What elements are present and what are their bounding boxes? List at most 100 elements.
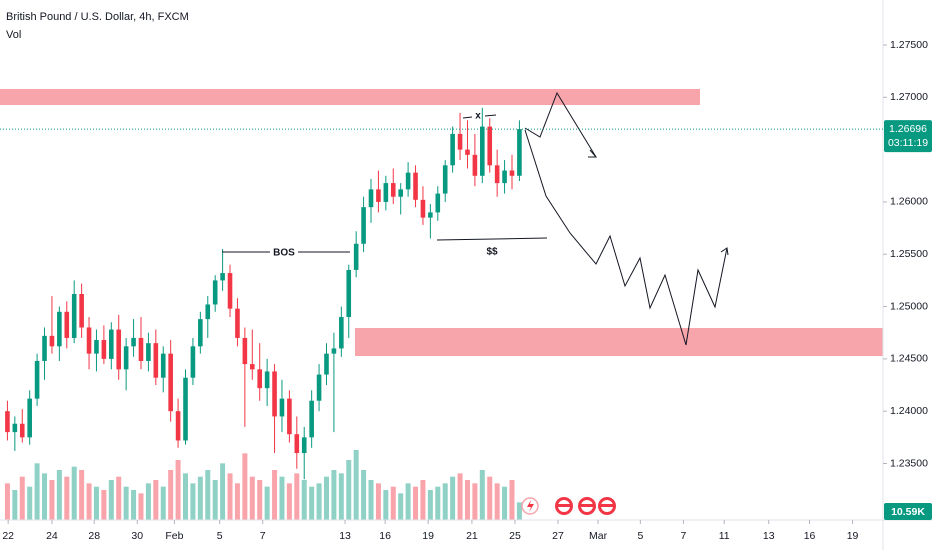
candle-body [257, 369, 263, 389]
candle-body [420, 199, 426, 218]
volume-bar [86, 483, 92, 520]
volume-bar [12, 490, 18, 520]
candle-body [79, 294, 84, 328]
x-line [462, 116, 473, 119]
candle-body [331, 348, 337, 354]
volume-bar [353, 450, 359, 520]
candle-body [138, 337, 144, 361]
candle-body [435, 193, 441, 213]
countdown-label: 03:11:19 [888, 137, 928, 149]
volume-bar [331, 470, 337, 520]
candle-body [146, 343, 151, 361]
volume-bar [346, 460, 352, 520]
x-tick-label: 13 [763, 530, 775, 542]
x-label: x [475, 111, 481, 122]
volume-bar [472, 483, 478, 520]
volume-bar [101, 490, 107, 520]
volume-bar [42, 473, 48, 520]
y-tick-label: 1.27000 [890, 91, 928, 103]
volume-bar [294, 473, 300, 520]
candle-body [34, 360, 40, 399]
candle-body [487, 126, 493, 166]
last-price-tag [884, 120, 932, 153]
volume-pane [4, 450, 522, 520]
volume-bar [516, 502, 522, 520]
volume-bar [220, 463, 226, 520]
candle-body [86, 327, 92, 354]
candle-body [457, 133, 463, 150]
event-icon [581, 504, 593, 507]
candle-body [361, 207, 366, 244]
volume-bar [309, 486, 315, 520]
volume-tag [884, 503, 932, 520]
candle-body [368, 189, 374, 208]
candle-body [279, 398, 285, 417]
support-zone [355, 328, 883, 356]
volume-bar [249, 476, 255, 520]
volume-bar [323, 476, 329, 520]
volume-bar [183, 473, 189, 520]
candle-body [101, 340, 107, 359]
candle-body [94, 340, 99, 354]
volume-bar [420, 480, 426, 520]
candle-body [109, 329, 114, 359]
axes: 1.27500 1.27000 1.26000 1.25500 1.25000 1.245… [0, 39, 932, 542]
volume-bar [49, 480, 55, 520]
candle-body [509, 170, 515, 176]
x-tick-label: 5 [637, 530, 643, 542]
candles [5, 107, 522, 480]
volume-bar [34, 463, 40, 520]
volume-bar [502, 486, 508, 520]
volume-bar [442, 483, 448, 520]
candle-body [116, 329, 122, 370]
candle-body [376, 189, 381, 202]
x-tick-label: 25 [509, 530, 521, 542]
annotations: BOS $$ x [222, 91, 729, 346]
candle-body [160, 353, 166, 378]
volume-bar [56, 470, 62, 520]
volume-bar [457, 473, 463, 520]
volume-bar [197, 476, 203, 520]
candle-body [324, 353, 329, 375]
volume-bar [264, 486, 270, 520]
x-tick-label: 24 [46, 530, 58, 542]
x-tick-label: 19 [847, 530, 859, 542]
volume-bar [168, 470, 174, 520]
zones [0, 89, 883, 356]
volume-bar [71, 466, 77, 520]
candle-body [57, 311, 62, 347]
x-tick-label: 16 [379, 530, 391, 542]
candle-body [309, 400, 314, 438]
candle-body [198, 319, 203, 347]
volume-bar [301, 480, 307, 520]
candle-body [153, 343, 159, 378]
event-icon [527, 500, 534, 512]
candle-body [294, 434, 300, 454]
volume-bar [145, 483, 151, 520]
event-flag [578, 497, 596, 515]
candle-body [450, 133, 455, 166]
x-tick-label: Mar [589, 530, 608, 542]
volume-bar [153, 480, 159, 520]
candle-body [287, 398, 292, 435]
volume-bar [390, 486, 396, 520]
candle-body [71, 294, 77, 338]
y-tick-label: 1.25000 [890, 300, 928, 312]
y-tick-label: 1.27500 [890, 39, 928, 51]
candle-body [316, 374, 322, 401]
volume-bar [108, 480, 114, 520]
candle-body [131, 337, 136, 347]
candle-body [405, 172, 411, 190]
candle-body [472, 154, 478, 176]
chart-title: British Pound / U.S. Dollar, 4h, FXCM [6, 11, 189, 23]
candle-body [212, 280, 218, 305]
events [521, 497, 616, 515]
volume-bar [190, 483, 196, 520]
x-tick-label: 7 [260, 530, 266, 542]
candle-body [272, 371, 277, 417]
volume-bar [93, 486, 99, 520]
candle-body [64, 311, 70, 338]
volume-bar [316, 483, 322, 520]
candle-body [428, 212, 433, 218]
